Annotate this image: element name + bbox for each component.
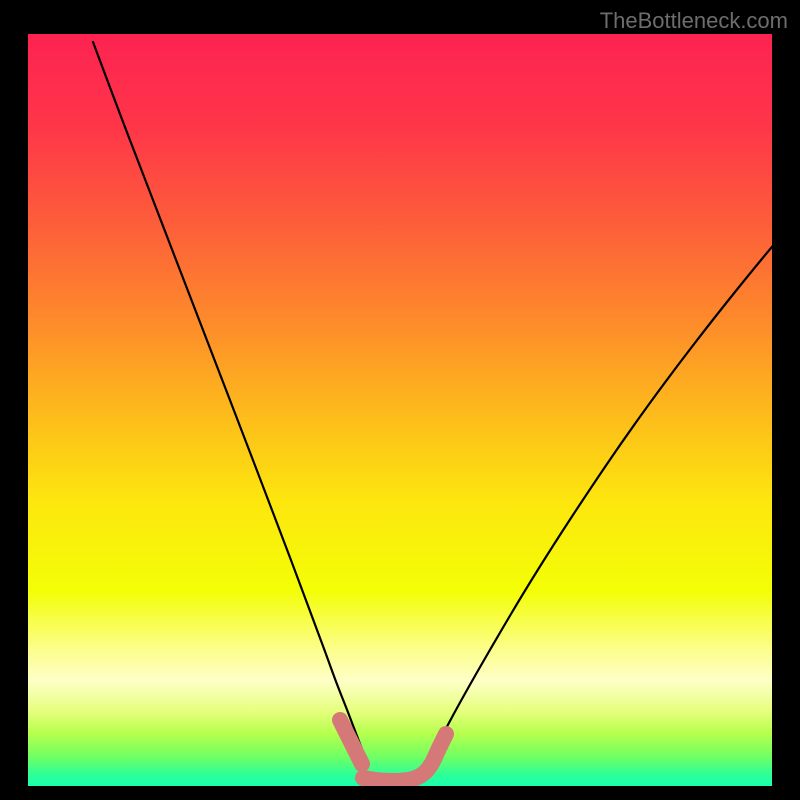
bottleneck-curve-right bbox=[430, 214, 772, 759]
bottleneck-curve-left bbox=[93, 42, 366, 759]
highlight-tick-left bbox=[340, 720, 362, 764]
watermark-text: TheBottleneck.com bbox=[600, 8, 788, 34]
curve-overlay bbox=[28, 34, 772, 786]
highlight-u-shape bbox=[363, 734, 446, 781]
chart-container: TheBottleneck.com bbox=[0, 0, 800, 800]
